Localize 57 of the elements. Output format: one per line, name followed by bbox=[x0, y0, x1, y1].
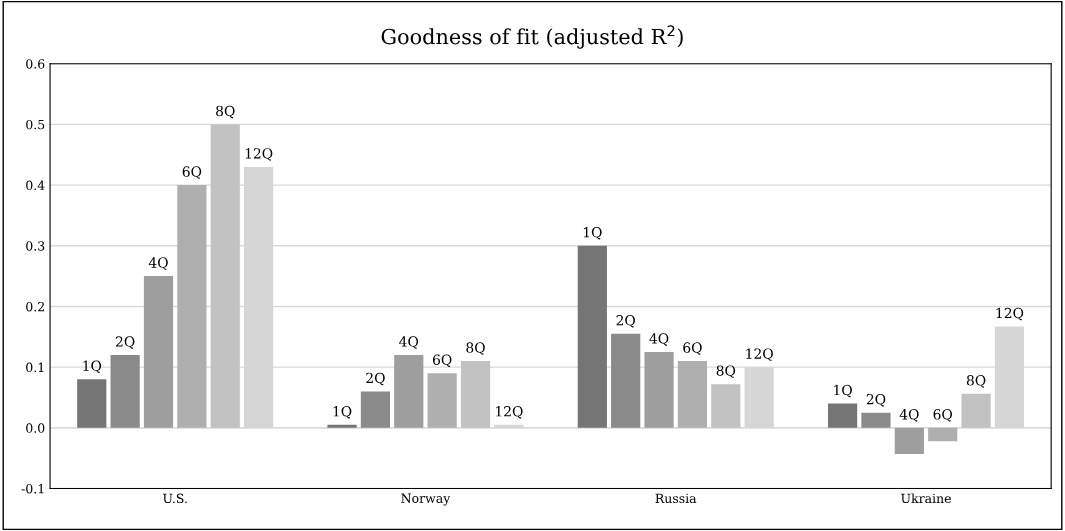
series-label: 2Q bbox=[115, 336, 135, 349]
bar bbox=[577, 245, 607, 428]
text: 4Q bbox=[899, 409, 919, 422]
bar bbox=[177, 185, 207, 428]
text: 6Q bbox=[933, 409, 953, 422]
text: 12Q bbox=[496, 406, 523, 419]
chart-title: Goodness of fit (adjusted R$^{2}$) bbox=[381, 25, 683, 49]
text: 4Q bbox=[649, 333, 669, 346]
text: 1Q bbox=[83, 360, 102, 374]
text: 2Q bbox=[616, 315, 636, 328]
text: 8Q bbox=[966, 375, 986, 388]
y-tick-label: 0.4 bbox=[26, 180, 45, 191]
bar bbox=[894, 427, 924, 454]
bar bbox=[611, 333, 641, 428]
x-tick-label: Russia bbox=[655, 493, 697, 504]
bar bbox=[143, 276, 174, 428]
text: 1Q bbox=[333, 406, 352, 419]
series-label: 8Q bbox=[466, 342, 485, 355]
bar bbox=[928, 427, 958, 442]
bar bbox=[360, 391, 391, 428]
bar bbox=[427, 373, 457, 428]
y-tick-label: 0.6 bbox=[26, 59, 45, 69]
y-tick-label: 0.5 bbox=[26, 119, 45, 130]
series-label: 6Q bbox=[683, 342, 702, 355]
y-tick-label: 0.1 bbox=[26, 362, 44, 373]
series-label: 4Q bbox=[399, 336, 419, 349]
bar bbox=[861, 412, 891, 428]
y-tick-label: 0.2 bbox=[26, 301, 44, 312]
text: 8Q bbox=[216, 105, 235, 119]
series-label: 1Q bbox=[583, 227, 602, 240]
text: 2Q bbox=[366, 372, 385, 386]
bar bbox=[394, 355, 424, 428]
series-label: 12Q bbox=[746, 348, 773, 361]
bar bbox=[677, 361, 708, 428]
bar bbox=[961, 393, 991, 428]
y-tick-label: 0.0 bbox=[26, 423, 45, 433]
text: 1Q bbox=[834, 384, 852, 398]
text: 4Q bbox=[148, 257, 168, 270]
text: 8Q bbox=[716, 365, 736, 378]
bar bbox=[77, 379, 107, 428]
text: 12Q bbox=[245, 148, 273, 161]
bar bbox=[210, 124, 240, 428]
y-tick-label: 0.3 bbox=[26, 241, 45, 251]
bar bbox=[644, 351, 674, 428]
text: 6Q bbox=[432, 354, 452, 367]
bar bbox=[711, 384, 741, 428]
bar bbox=[110, 355, 140, 428]
y-tick-label: -0.1 bbox=[21, 483, 44, 494]
x-tick-label: Norway bbox=[401, 493, 451, 506]
bar bbox=[827, 403, 858, 428]
x-tick-label: Ukraine bbox=[901, 493, 951, 504]
text: 2Q bbox=[866, 393, 886, 407]
bar bbox=[460, 361, 491, 428]
text: 6Q bbox=[182, 166, 202, 179]
bar bbox=[327, 424, 357, 428]
text: 12Q bbox=[996, 307, 1024, 321]
x-tick-label: U.S. bbox=[163, 493, 187, 504]
